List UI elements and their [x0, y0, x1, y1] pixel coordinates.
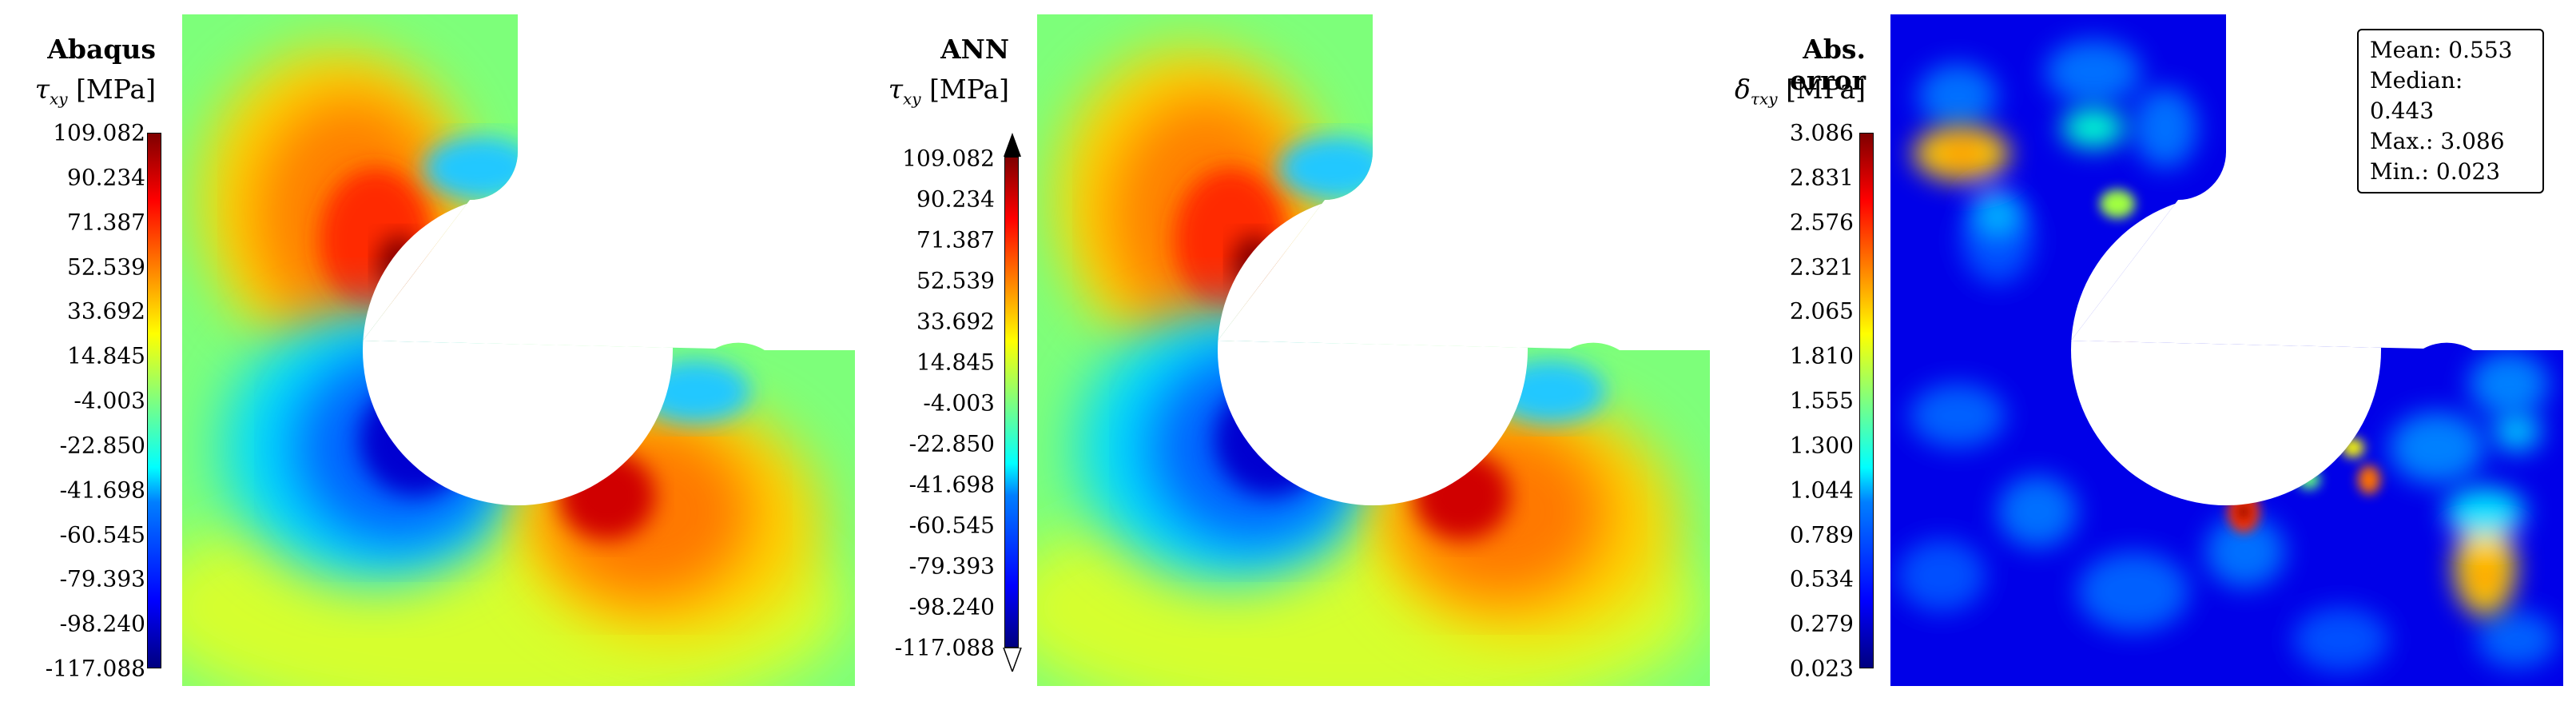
tick-label: -22.850: [59, 432, 145, 459]
tick-label: 1.044: [1789, 477, 1854, 504]
tick-label: 14.845: [916, 349, 995, 376]
panel-ann: ANN τxy [MPa] 109.082 90.234 71.387 52.5…: [863, 0, 1718, 702]
tick-label: 2.576: [1789, 209, 1854, 236]
tick-label: 33.692: [67, 297, 145, 325]
stat-min: Min.: 0.023: [2370, 158, 2501, 185]
tick-label: -117.088: [894, 634, 995, 661]
colorbar: [1859, 133, 1874, 668]
tick-label: 2.321: [1789, 253, 1854, 280]
tick-label: -60.545: [908, 512, 995, 539]
panel-abs-error: Abs. error δτxy [MPa] 3.086 2.831 2.576 …: [1718, 0, 2576, 702]
tick-label: -60.545: [59, 521, 145, 548]
tick-label: 0.534: [1789, 565, 1854, 592]
quantity-label: τxy [MPa]: [888, 74, 1009, 109]
panel-title: ANN: [940, 34, 1009, 65]
panel-title: Abs. error: [1789, 34, 1866, 96]
tick-label: 52.539: [67, 253, 145, 280]
tick-label: 71.387: [916, 226, 995, 253]
tick-label: -79.393: [59, 565, 145, 592]
quantity-label: τxy [MPa]: [34, 74, 156, 109]
tick-label: 90.234: [916, 185, 995, 213]
stress-field-abaqus: [182, 14, 855, 686]
tick-label: 14.845: [67, 342, 145, 369]
tick-label: -41.698: [908, 471, 995, 498]
tick-label: 1.810: [1789, 342, 1854, 369]
tick-label: 109.082: [902, 145, 995, 172]
tick-label: 3.086: [1789, 119, 1854, 146]
tick-label: 71.387: [67, 209, 145, 236]
tick-label: 0.279: [1789, 610, 1854, 637]
tick-label: 90.234: [67, 164, 145, 191]
colorbar-min-arrow: [1003, 648, 1022, 672]
tick-label: -4.003: [74, 387, 145, 414]
tick-label: 0.789: [1789, 521, 1854, 548]
tick-label: 109.082: [53, 119, 145, 146]
panel-title: Abaqus: [47, 34, 156, 65]
tick-label: -41.698: [59, 477, 145, 504]
tick-label: -79.393: [908, 552, 995, 580]
colorbar-max-arrow: [1004, 133, 1021, 157]
tick-label: 33.692: [916, 308, 995, 335]
error-statistics-box: Mean: 0.553 Median: 0.443 Max.: 3.086 Mi…: [2357, 29, 2544, 193]
colorbar: [147, 133, 161, 668]
colorbar-ticks: 3.086 2.831 2.576 2.321 2.065 1.810 1.55…: [1726, 120, 1854, 682]
tick-label: -4.003: [923, 389, 995, 417]
stress-field-ann: [1037, 14, 1710, 686]
tick-label: -117.088: [45, 655, 145, 682]
colorbar-ticks: 109.082 90.234 71.387 52.539 33.692 14.8…: [867, 146, 995, 661]
tick-label: 1.300: [1789, 432, 1854, 459]
tick-label: -98.240: [59, 610, 145, 637]
quantity-label: δτxy [MPa]: [1735, 74, 1866, 109]
stat-max: Max.: 3.086: [2370, 128, 2505, 154]
tick-label: 1.555: [1789, 387, 1854, 414]
tick-label: -98.240: [908, 593, 995, 620]
tick-label: 52.539: [916, 267, 995, 294]
tick-label: 0.023: [1789, 655, 1854, 682]
colorbar-ticks: 109.082 90.234 71.387 52.539 33.692 14.8…: [18, 120, 145, 682]
panel-abaqus: Abaqus τxy [MPa] 109.082 90.234 71.387 5…: [0, 0, 863, 702]
stat-median: Median: 0.443: [2370, 67, 2463, 124]
tick-label: 2.831: [1789, 164, 1854, 191]
tick-label: -22.850: [908, 430, 995, 457]
stat-mean: Mean: 0.553: [2370, 37, 2513, 63]
tick-label: 2.065: [1789, 297, 1854, 325]
